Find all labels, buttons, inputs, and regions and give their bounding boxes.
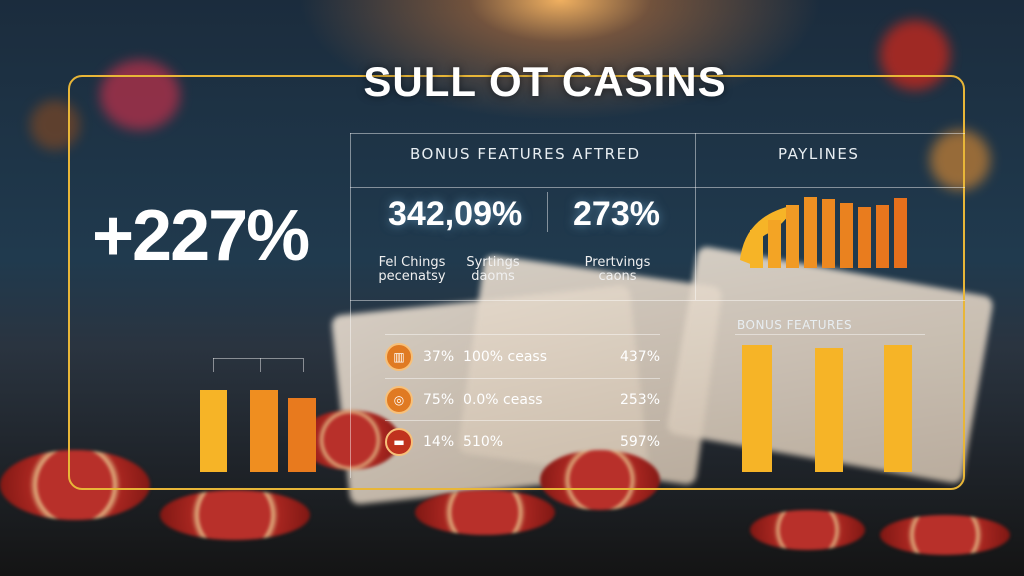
divider — [260, 358, 261, 372]
stat-value: 273% — [573, 195, 660, 233]
payline-bar — [786, 205, 799, 268]
left-bar — [200, 390, 227, 472]
bonus-panel-header: BONUS FEATURES AFTRED — [410, 145, 641, 163]
bonus-features-header: BONUS FEATURES — [737, 318, 853, 332]
ticket-icon: ▬ — [385, 428, 413, 456]
slot-icon: ▥ — [385, 343, 413, 371]
coins-icon: ◎ — [385, 386, 413, 414]
row-value: 37% — [423, 349, 455, 365]
divider — [213, 358, 303, 359]
payline-bar — [894, 198, 907, 268]
payline-bar — [840, 203, 853, 268]
payline-bar — [768, 220, 781, 268]
infographic-frame — [68, 75, 965, 490]
row-value: 510% — [463, 434, 504, 450]
row-value: 75% — [423, 392, 455, 408]
divider — [350, 300, 965, 301]
row-value: 100% ceass — [463, 349, 547, 365]
stat-caption: Prertvings caons — [584, 255, 651, 284]
divider — [350, 133, 965, 134]
left-bar — [288, 398, 316, 472]
divider — [735, 334, 925, 335]
payline-bar — [876, 205, 889, 268]
list-item: ▥ 37% 100% ceass 437% — [385, 339, 660, 375]
stat-caption: Fel Chings pecenatsy — [378, 255, 446, 284]
bonus-bar — [884, 345, 912, 472]
bonus-bar — [815, 348, 843, 472]
page-title: SULL OT CASINS — [363, 58, 727, 105]
bonus-bar — [742, 345, 772, 472]
row-value: 0.0% ceass — [463, 392, 543, 408]
divider — [385, 420, 660, 421]
row-value: 437% — [619, 349, 660, 365]
swoosh — [740, 205, 795, 265]
stat-caption: Syrtings daoms — [466, 255, 520, 284]
left-bar — [250, 390, 278, 472]
divider — [385, 378, 660, 379]
divider — [350, 133, 351, 478]
paylines-graphic — [740, 197, 907, 268]
divider — [547, 192, 548, 232]
divider — [303, 358, 304, 372]
payline-bar — [750, 230, 763, 268]
row-value: 597% — [619, 434, 660, 450]
divider — [350, 187, 965, 188]
stat-value: 342,09% — [388, 195, 523, 233]
payline-bar — [804, 197, 817, 268]
list-item: ▬ 14% 510% 597% — [385, 424, 660, 460]
payline-bar — [858, 207, 871, 268]
divider — [695, 133, 696, 300]
paylines-header: PAYLINES — [778, 145, 860, 163]
list-item: ◎ 75% 0.0% ceass 253% — [385, 382, 660, 418]
divider — [213, 358, 214, 372]
payline-bar — [822, 199, 835, 268]
divider — [385, 334, 660, 335]
row-value: 14% — [423, 434, 455, 450]
headline-value: +227% — [92, 196, 310, 276]
row-value: 253% — [619, 392, 660, 408]
